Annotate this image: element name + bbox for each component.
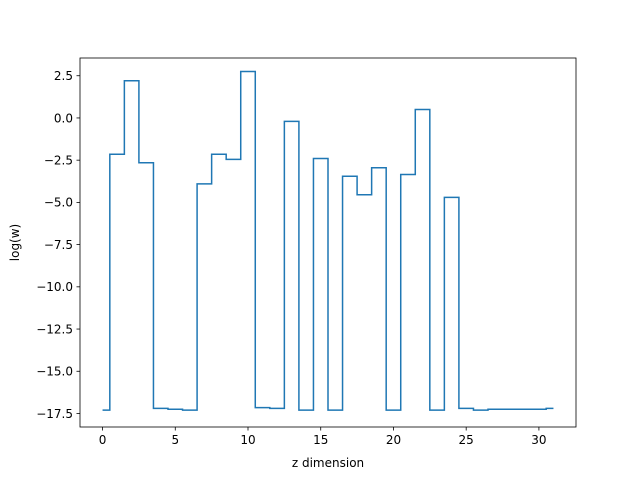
y-tick-label: −15.0	[36, 365, 73, 379]
y-tick-label: −12.5	[36, 322, 73, 336]
y-tick-label: −5.0	[44, 196, 73, 210]
y-tick-label: 2.5	[54, 69, 73, 83]
x-tick-label: 5	[171, 433, 179, 447]
x-tick-label: 25	[459, 433, 474, 447]
y-tick-label: −17.5	[36, 407, 73, 421]
y-axis-label: log(w)	[8, 224, 22, 261]
x-tick-label: 0	[99, 433, 107, 447]
y-axis: 2.5 0.0 −2.5 −5.0 −7.5 −10.0 −12.5 −15.0 −17.5	[36, 69, 80, 421]
plot-area	[102, 70, 554, 411]
series-line	[102, 70, 554, 411]
y-tick-label: −2.5	[44, 153, 73, 167]
x-tick-label: 15	[313, 433, 328, 447]
y-tick-label: −10.0	[36, 280, 73, 294]
x-tick-label: 20	[386, 433, 401, 447]
y-tick-label: −7.5	[44, 238, 73, 252]
x-tick-label: 30	[531, 433, 546, 447]
x-axis: 0 5 10 15 20 25 30	[99, 427, 547, 447]
y-tick-label: 0.0	[54, 111, 73, 125]
x-tick-label: 10	[240, 433, 255, 447]
x-axis-label: z dimension	[292, 456, 364, 470]
axes-frame	[79, 57, 577, 428]
